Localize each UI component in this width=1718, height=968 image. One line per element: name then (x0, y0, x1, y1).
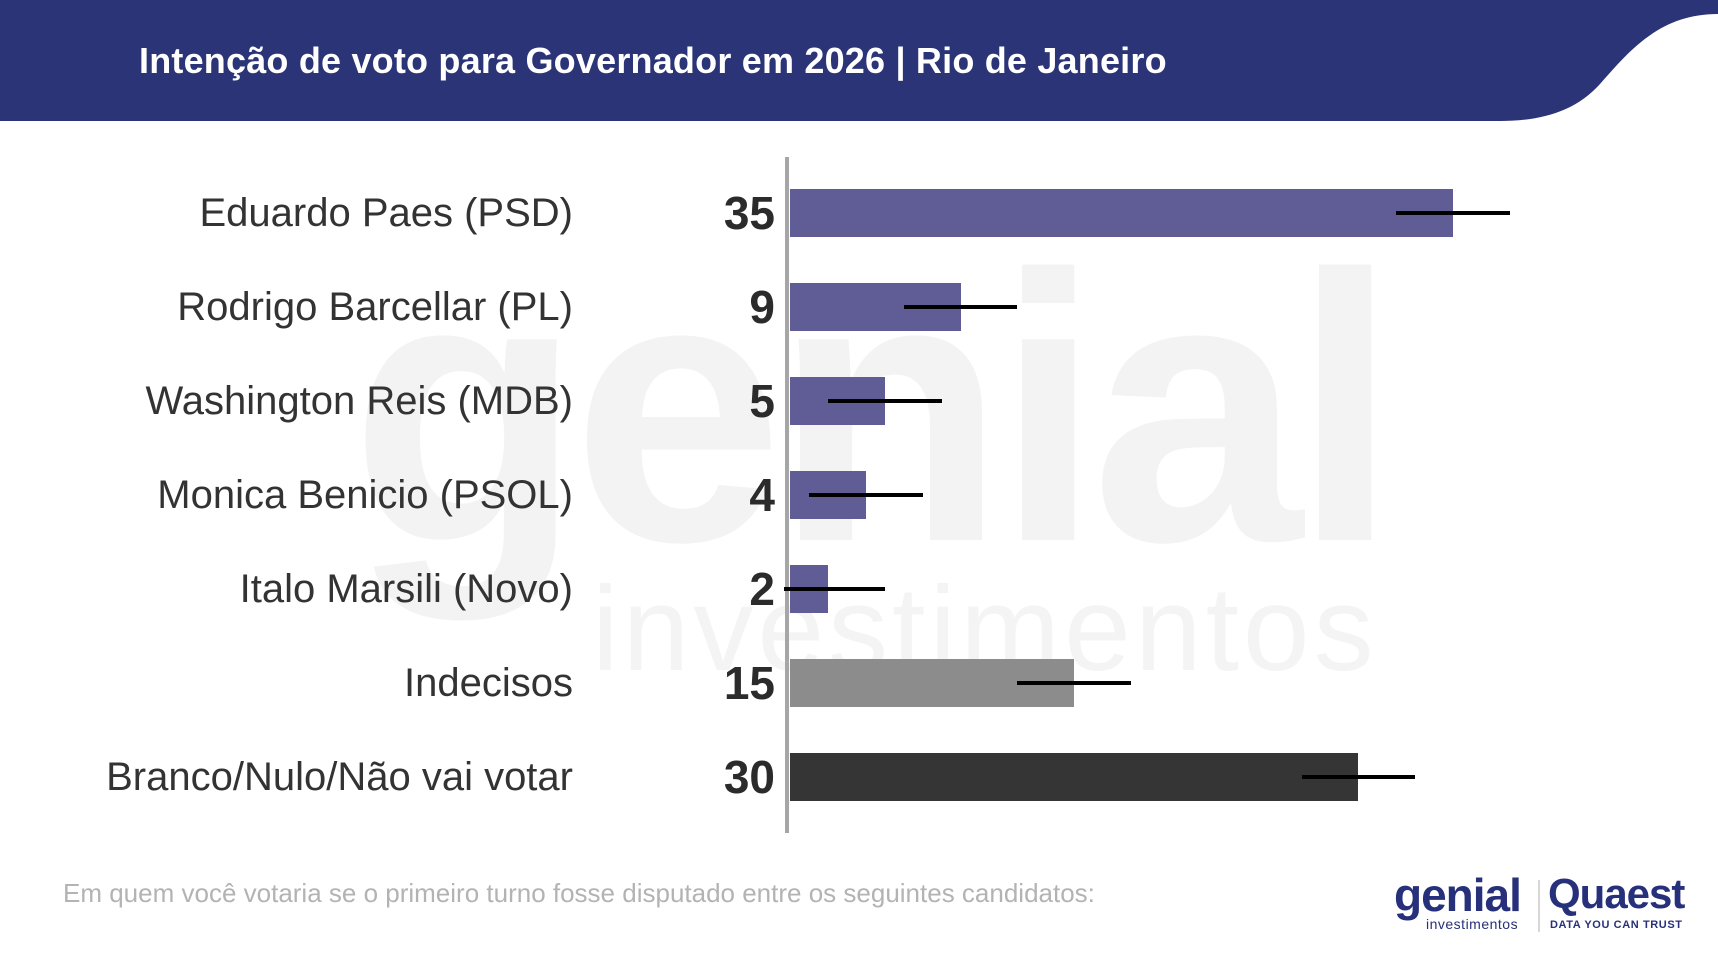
category-label: Italo Marsili (Novo) (239, 567, 573, 611)
quaest-logo: Quaest DATA YOU CAN TRUST (1548, 870, 1685, 934)
value-label: 30 (723, 751, 775, 803)
value-label: 9 (749, 281, 775, 333)
value-label: 35 (723, 187, 775, 239)
category-label: Branco/Nulo/Não vai votar (106, 755, 573, 799)
footnote: Em quem você votaria se o primeiro turno… (63, 878, 1095, 908)
logo-divider (1538, 880, 1540, 932)
genial-logo: genial investimentos (1394, 869, 1544, 934)
category-label: Eduardo Paes (PSD) (199, 191, 573, 235)
header-banner: Intenção de voto para Governador em 2026… (0, 0, 1718, 123)
value-label: 2 (749, 563, 775, 615)
value-label: 4 (749, 469, 775, 521)
error-bar (1396, 211, 1510, 215)
bar (790, 189, 1454, 237)
category-label: Rodrigo Barcellar (PL) (177, 285, 573, 329)
error-bar (827, 399, 942, 403)
value-label: 5 (749, 375, 775, 427)
error-bar (808, 493, 923, 497)
category-label: Monica Benicio (PSOL) (157, 473, 573, 517)
error-bar (784, 587, 885, 591)
value-label: 15 (723, 657, 775, 709)
header-background (0, 0, 1718, 121)
quaest-logo-text: Quaest (1548, 870, 1685, 917)
y-axis-line (785, 157, 789, 833)
error-bar (1017, 681, 1132, 685)
genial-logo-subtext: investimentos (1426, 916, 1519, 932)
genial-logo-text: genial (1394, 869, 1522, 921)
error-bar (1301, 775, 1416, 779)
quaest-logo-tagline: DATA YOU CAN TRUST (1550, 919, 1683, 931)
bar (790, 753, 1359, 801)
category-label: Washington Reis (MDB) (145, 379, 573, 423)
category-label: Indecisos (404, 661, 573, 705)
chart-title: Intenção de voto para Governador em 2026… (139, 40, 1167, 81)
error-bar (903, 305, 1018, 309)
